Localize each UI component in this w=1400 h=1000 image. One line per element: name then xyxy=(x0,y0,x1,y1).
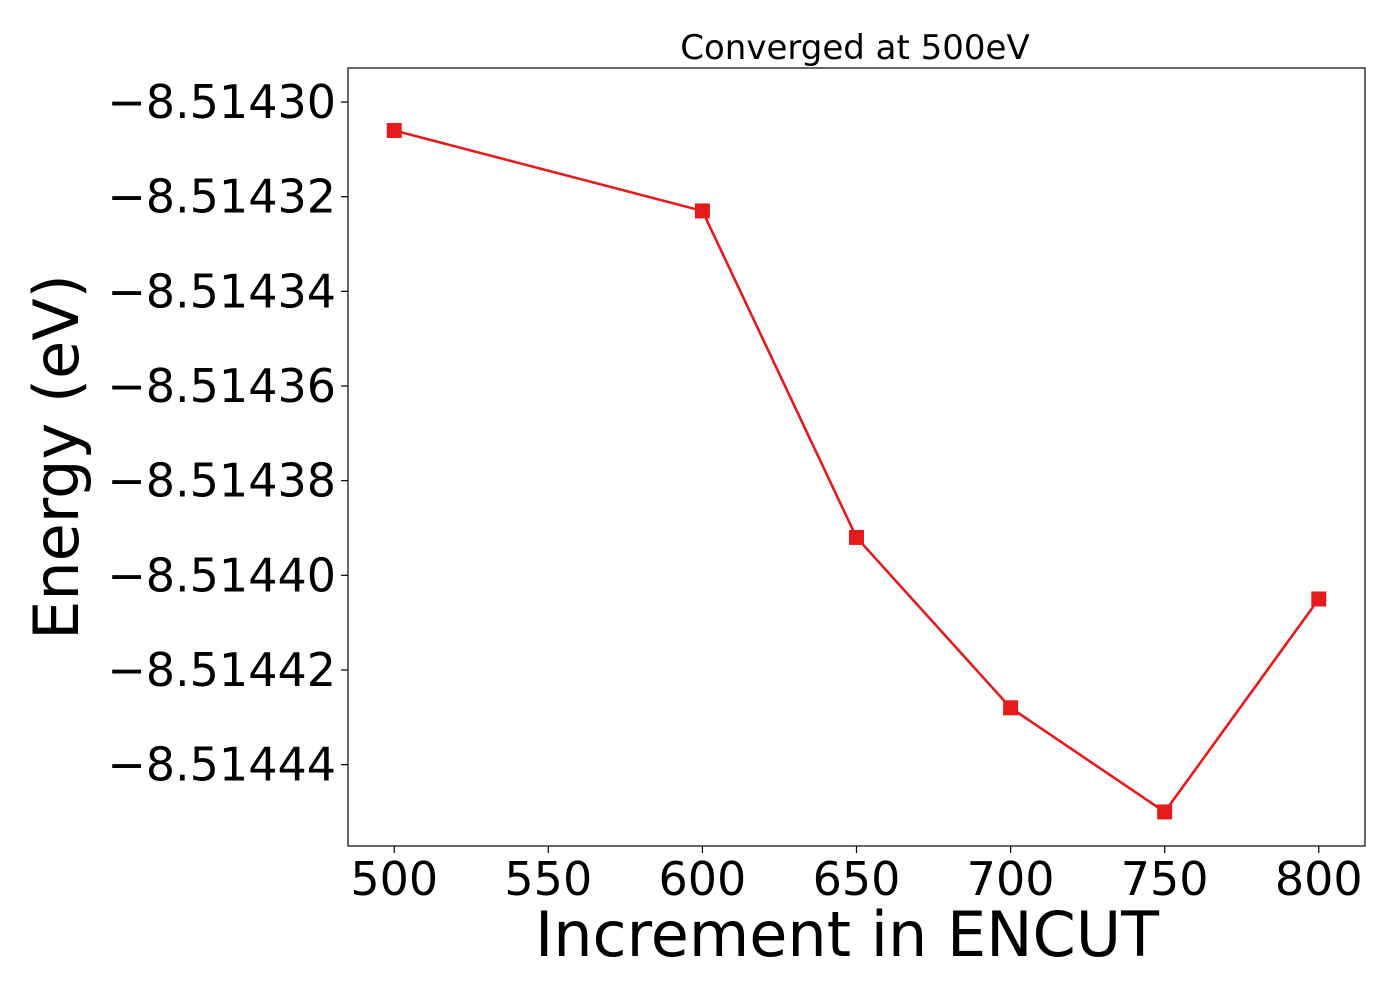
x-tick-label: 600 xyxy=(659,852,747,906)
data-point-marker xyxy=(1311,591,1327,607)
x-tick-label: 700 xyxy=(967,852,1055,906)
plot-frame xyxy=(347,67,1366,847)
data-point-marker xyxy=(694,203,710,219)
data-point-marker xyxy=(1003,700,1019,716)
y-tick-label: −8.51432 xyxy=(107,170,336,224)
y-tick-label: −8.51444 xyxy=(107,738,336,792)
x-axis: 500 550 600 650 700 750 800 xyxy=(350,846,1363,906)
series-line xyxy=(393,129,1320,814)
y-axis: −8.51430 −8.51432 −8.51434 −8.51436 −8.51438… xyxy=(107,75,348,792)
y-tick-label: −8.51434 xyxy=(107,264,336,318)
data-point-marker xyxy=(386,122,402,138)
data-point-marker xyxy=(1157,804,1173,820)
y-tick-label: −8.51436 xyxy=(107,359,336,413)
series-layer xyxy=(386,122,1327,820)
y-tick-label: −8.51430 xyxy=(107,75,336,129)
data-point-marker xyxy=(849,529,864,545)
x-tick-label: 650 xyxy=(813,852,901,906)
x-tick-label: 500 xyxy=(350,852,438,906)
x-tick-label: 800 xyxy=(1275,852,1363,906)
x-axis-title: Increment in ENCUT xyxy=(535,898,1160,971)
x-tick-label: 750 xyxy=(1121,852,1209,906)
y-tick-label: −8.51438 xyxy=(107,454,336,508)
y-tick-label: −8.51442 xyxy=(107,643,336,697)
x-tick-label: 550 xyxy=(504,852,592,906)
chart-title: Converged at 500eV xyxy=(680,28,1029,68)
y-tick-label: −8.51440 xyxy=(107,548,336,602)
y-axis-title: Energy (eV) xyxy=(20,274,93,640)
